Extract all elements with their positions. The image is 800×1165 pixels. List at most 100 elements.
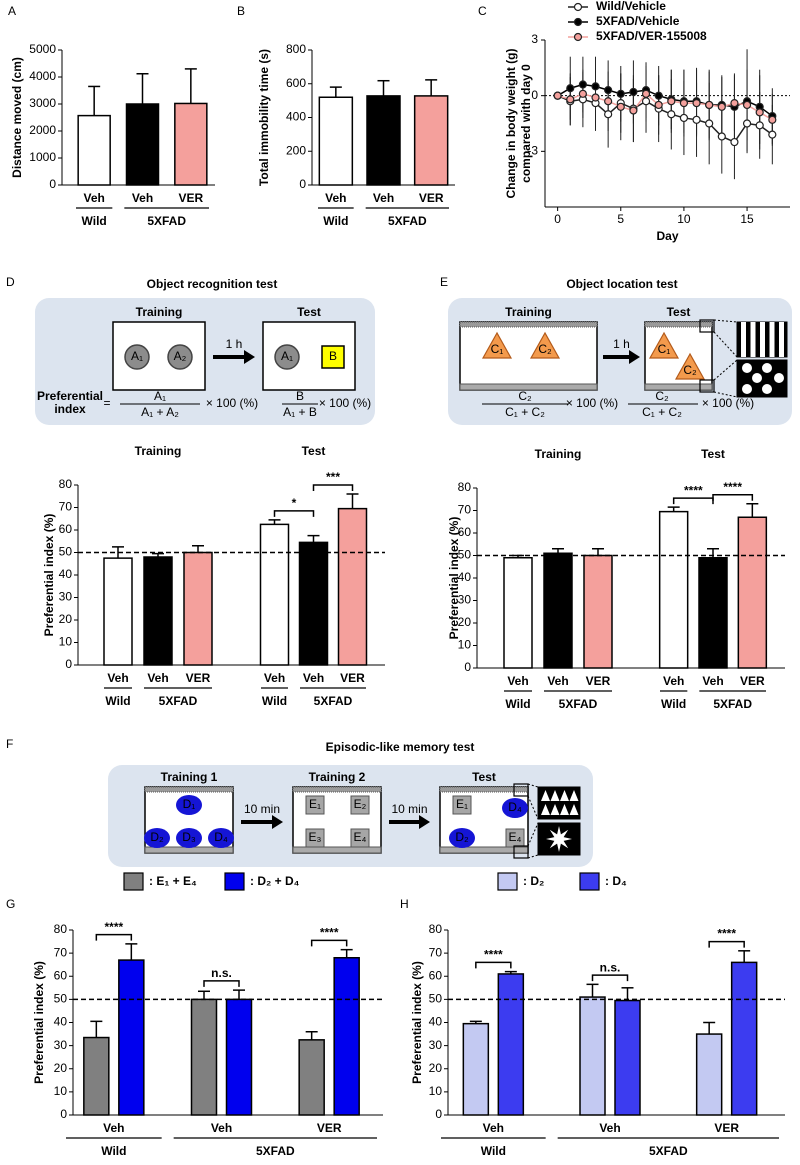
group-label: 5XFAD — [314, 694, 353, 708]
x-tick-label: Veh — [547, 674, 568, 688]
interval-label: 10 min — [244, 802, 280, 816]
arrow-head — [629, 350, 640, 364]
y-tick-label: 0 — [49, 177, 56, 191]
significance-bracket — [475, 961, 512, 969]
y-tick-label: 1000 — [29, 150, 56, 164]
x-tick-label: VER — [714, 1121, 739, 1135]
object-label: C₁ — [658, 342, 671, 356]
bar — [337, 507, 368, 666]
bar — [174, 102, 208, 186]
y-axis-label: compared with day 0 — [519, 64, 533, 183]
zoom-marker — [513, 845, 529, 859]
bar — [413, 95, 449, 186]
y-axis-label: Distance moved (cm) — [10, 57, 24, 178]
diagram-title: Episodic-like memory test — [326, 740, 475, 754]
section-title: Test — [701, 447, 725, 461]
group-label: Wild — [323, 214, 348, 228]
y-tick-label: 20 — [59, 612, 73, 626]
object — [321, 345, 345, 369]
legend-label: 5XFAD/Vehicle — [596, 14, 680, 28]
y-tick-label: 600 — [286, 76, 306, 90]
y-tick-label: 70 — [54, 945, 68, 959]
formula-factor: × 100 (%) — [566, 396, 618, 410]
group-label: 5XFAD — [649, 1144, 688, 1158]
formula-label: Preferential — [37, 389, 103, 403]
object-label: D₄ — [214, 830, 228, 844]
point — [566, 95, 575, 104]
zoom-guide — [527, 783, 539, 788]
object — [502, 798, 528, 818]
zoom-guide — [713, 359, 738, 381]
significance-label: **** — [320, 926, 339, 940]
y-tick-label: 60 — [458, 525, 472, 539]
x-tick-label: Veh — [211, 1121, 232, 1135]
x-tick-label: Veh — [483, 1121, 504, 1135]
object-label: E₃ — [309, 830, 322, 844]
significance-label: **** — [723, 480, 742, 494]
point — [616, 102, 625, 111]
significance-bracket — [95, 933, 133, 941]
object-label: C₂ — [683, 363, 697, 377]
group-label: Wild — [661, 697, 686, 711]
y-tick-label: 60 — [54, 968, 68, 982]
formula-denominator: C₁ + C₂ — [505, 405, 545, 419]
bar — [658, 510, 689, 669]
y-tick-label: 70 — [429, 945, 443, 959]
x-axis-label: Day — [656, 229, 678, 243]
object-label: C₁ — [491, 342, 504, 356]
object-label: E₁ — [456, 797, 468, 811]
wall-pattern — [569, 790, 579, 801]
arena-wall-top — [439, 786, 529, 793]
y-tick-label: 30 — [458, 593, 472, 607]
point — [730, 137, 739, 147]
diagram-title: Object location test — [566, 277, 677, 291]
y-tick-label: 800 — [286, 42, 306, 56]
bar — [333, 957, 360, 1116]
point — [692, 98, 701, 108]
arena-wall-bottom — [292, 846, 382, 854]
wall-pattern — [769, 322, 775, 357]
formula-numerator: A₁ — [154, 389, 166, 403]
y-tick-label: 20 — [429, 1061, 443, 1075]
bar — [583, 554, 613, 669]
formula-denominator: A₁ + B — [283, 405, 317, 419]
zoom-guide — [527, 822, 539, 847]
point — [578, 89, 587, 98]
formula-factor: × 100 (%) — [702, 396, 754, 410]
point — [768, 115, 777, 124]
object-label: A₂ — [174, 349, 187, 363]
significance-label: **** — [684, 483, 703, 497]
object-label: E₂ — [354, 797, 367, 811]
significance-label: n.s. — [600, 960, 621, 974]
significance-label: **** — [717, 927, 736, 941]
x-tick-label: Veh — [507, 674, 528, 688]
section-title: Training — [135, 444, 182, 458]
x-tick-label: Veh — [264, 671, 285, 685]
x-tick-label: VER — [419, 191, 444, 205]
group-label: Wild — [82, 214, 107, 228]
point — [679, 113, 689, 123]
point — [705, 119, 714, 128]
bar — [190, 998, 218, 1116]
significance-bracket — [203, 980, 240, 987]
legend-swatch — [497, 872, 518, 891]
x-tick-label: VER — [740, 674, 765, 688]
arrow-head — [419, 815, 430, 829]
object-label: E₄ — [354, 830, 367, 844]
x-tick-label: Veh — [599, 1121, 620, 1135]
group-label: Wild — [105, 694, 130, 708]
object — [305, 795, 325, 815]
panel-label: E — [440, 275, 448, 289]
y-tick-label: 50 — [54, 992, 68, 1006]
point — [755, 108, 764, 117]
x-tick-label: Veh — [663, 674, 684, 688]
legend-marker — [573, 2, 583, 12]
point — [730, 98, 739, 108]
formula-numerator: C₂ — [655, 389, 669, 403]
point — [578, 80, 587, 89]
y-tick-label: 50 — [429, 992, 443, 1006]
wall-pattern — [569, 804, 579, 815]
y-tick-label: 70 — [458, 503, 472, 517]
x-tick-label: 0 — [554, 212, 561, 226]
panel-label: D — [6, 275, 15, 289]
